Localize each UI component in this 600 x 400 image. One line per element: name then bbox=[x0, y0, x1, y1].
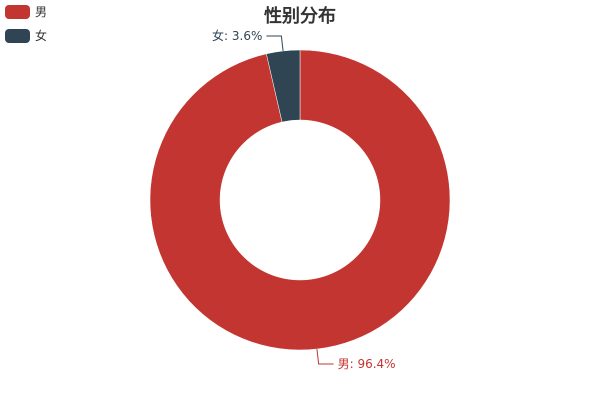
chart-title: 性别分布 bbox=[264, 5, 336, 27]
legend-item-1[interactable]: 女 bbox=[35, 28, 47, 43]
label-line-0 bbox=[316, 348, 334, 365]
slice-1[interactable] bbox=[266, 49, 301, 123]
label-line-1 bbox=[266, 35, 284, 52]
slice-label-1: 女: 3.6% bbox=[212, 28, 262, 43]
slice-labels: 男: 96.4% 女: 3.6% bbox=[212, 28, 396, 371]
legend-item-0[interactable]: 男 bbox=[35, 5, 47, 19]
slice-0[interactable] bbox=[149, 49, 451, 351]
slices bbox=[149, 49, 451, 351]
legend-swatch-0[interactable] bbox=[5, 5, 30, 19]
legend-swatch-1[interactable] bbox=[5, 29, 30, 43]
legend: 男女 bbox=[5, 5, 47, 43]
slice-label-0: 男: 96.4% bbox=[338, 357, 396, 371]
